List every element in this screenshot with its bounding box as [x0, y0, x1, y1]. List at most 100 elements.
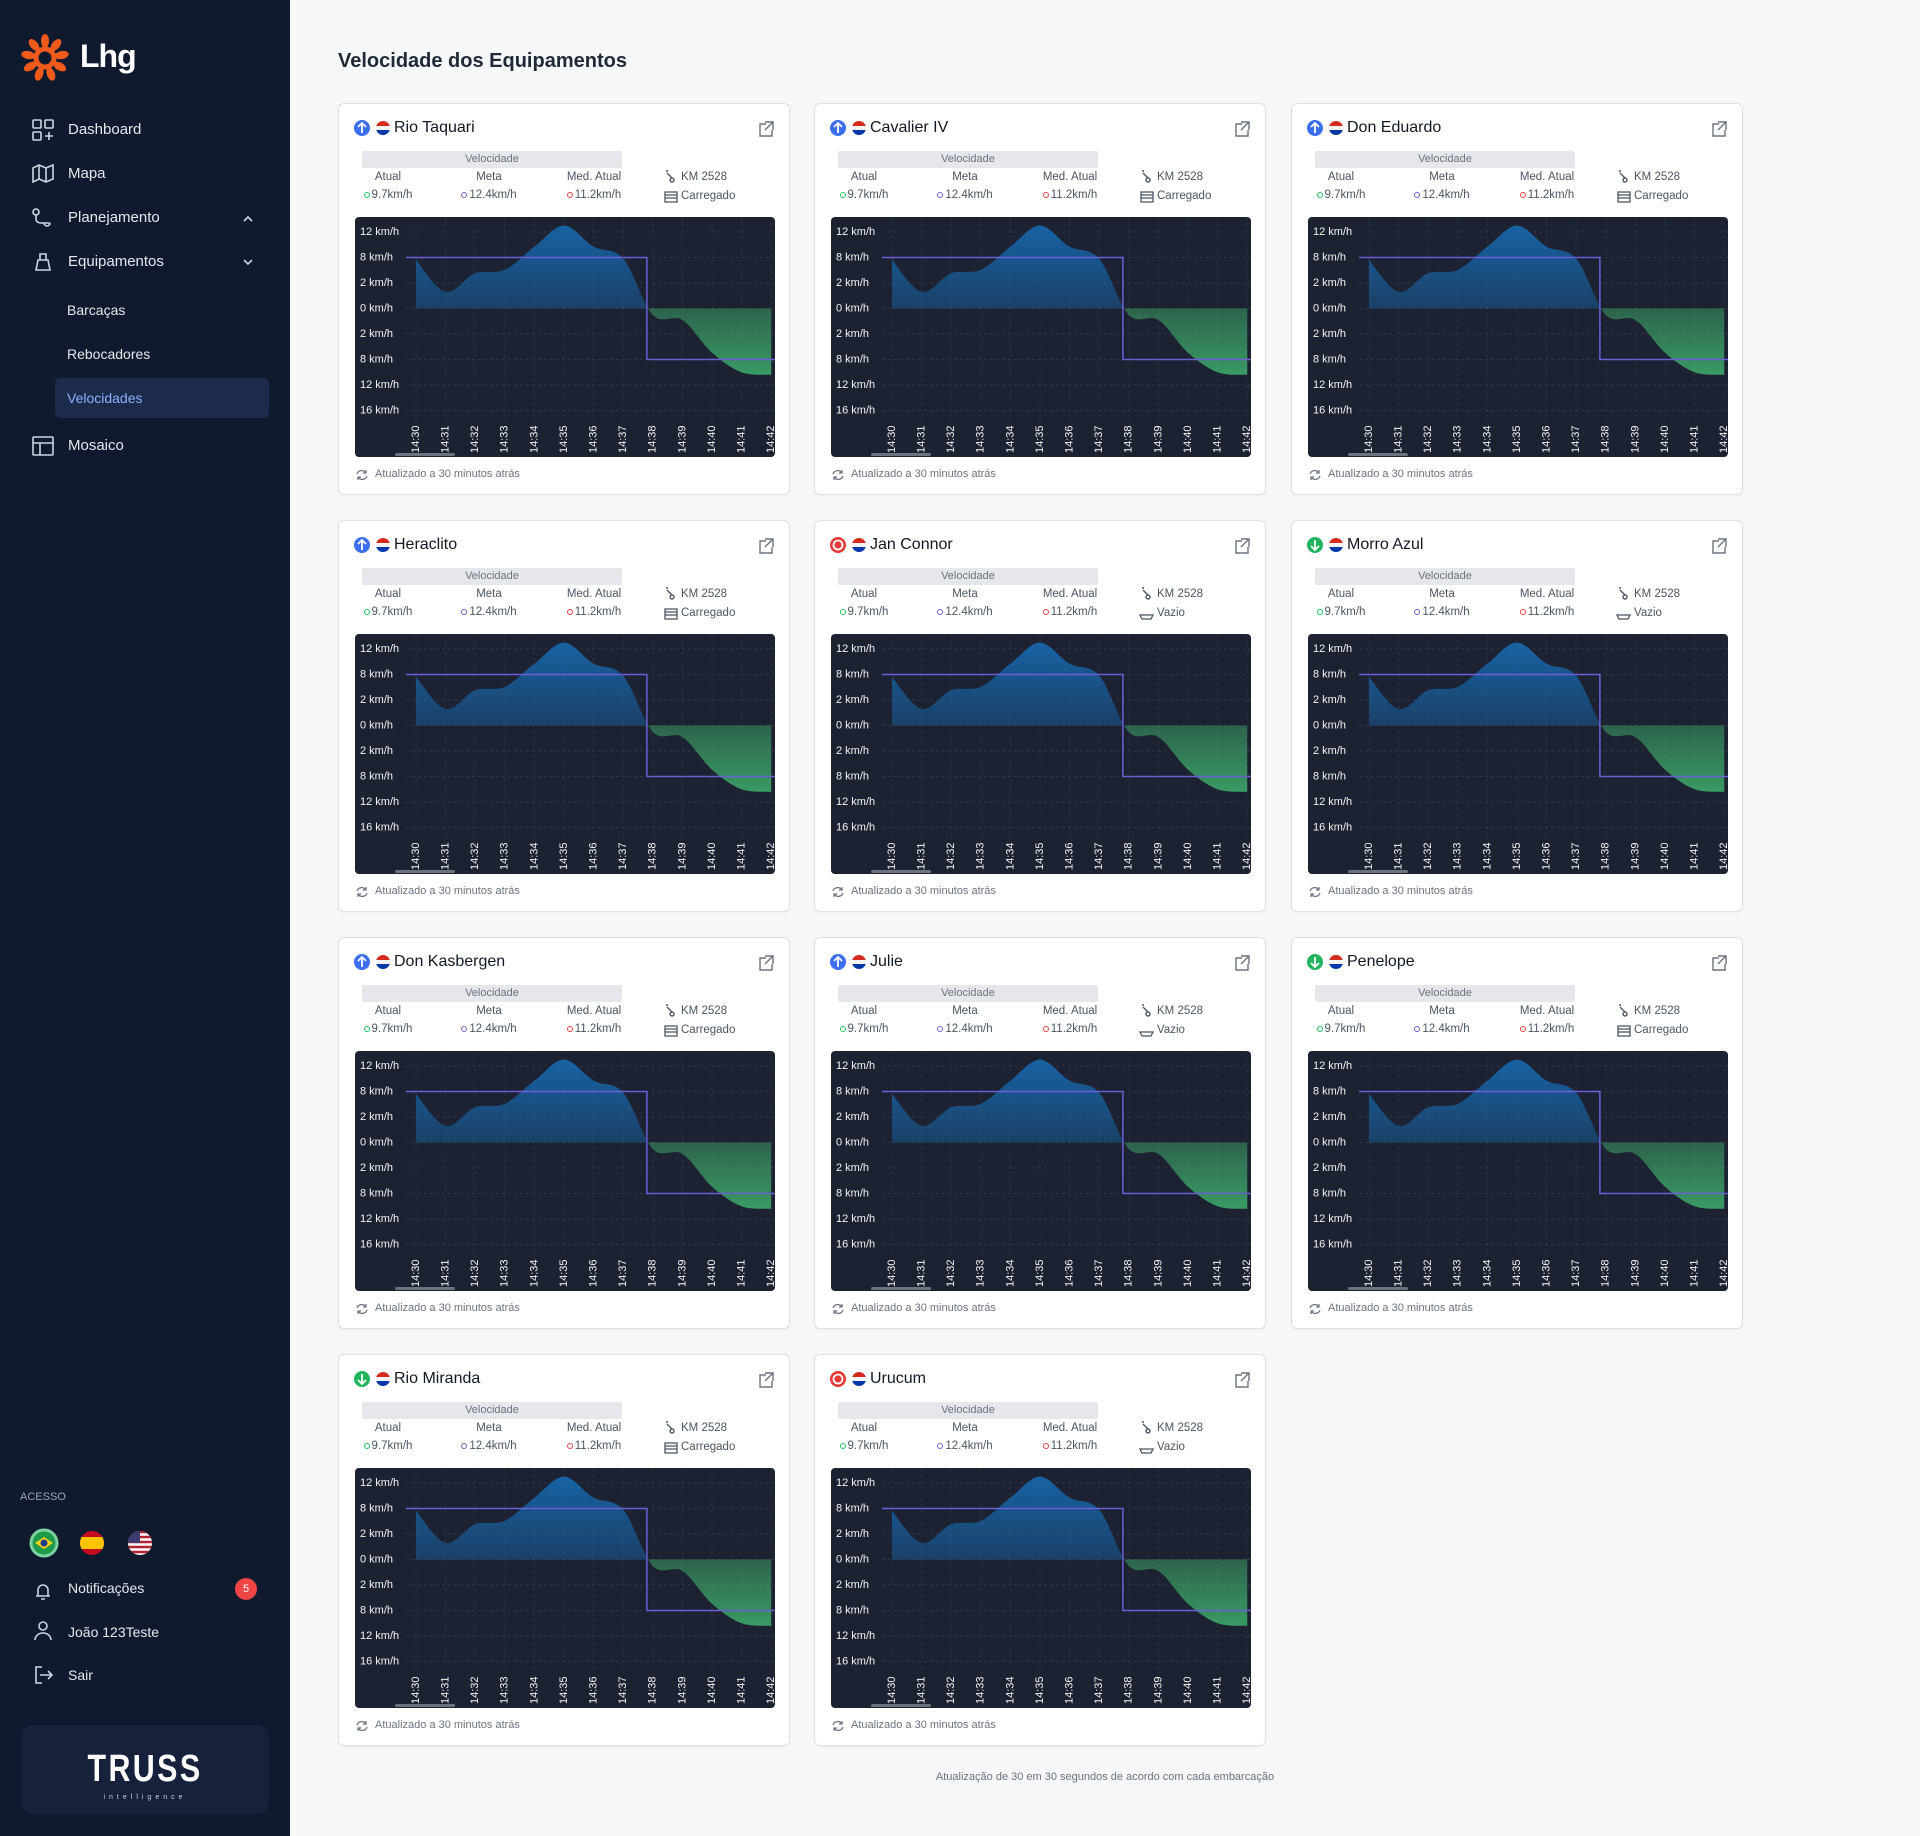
speed-area: [892, 1059, 1248, 1209]
x-tick-label: 14:39: [676, 1676, 688, 1704]
km-icon: [666, 1004, 675, 1017]
user-name[interactable]: João 123Teste: [68, 1624, 160, 1640]
km-text: KM 2528: [1157, 1005, 1204, 1017]
speed-area: [892, 225, 1248, 375]
equipment-name: Rio Miranda: [394, 1370, 481, 1387]
x-tick-label: 14:36: [1541, 842, 1553, 870]
x-tick-label: 14:33: [1452, 425, 1464, 453]
x-tick-label: 14:31: [916, 1259, 928, 1287]
speed-value-text: 9.7km/h: [847, 189, 889, 201]
notifications[interactable]: Notificações: [68, 1580, 145, 1596]
x-tick-label: 14:37: [1570, 842, 1582, 870]
y-tick-label: 12 km/h: [836, 796, 875, 808]
external-link[interactable]: [759, 121, 774, 137]
y-tick-label: 8 km/h: [360, 1085, 393, 1097]
x-tick-label: 14:38: [1123, 1259, 1135, 1287]
submenu-item[interactable]: Velocidades: [67, 390, 143, 406]
y-tick-label: 8 km/h: [836, 1187, 869, 1199]
speed-dot: [937, 609, 944, 615]
x-tick-label: 14:38: [1123, 425, 1135, 453]
menu-item[interactable]: Planejamento: [68, 209, 160, 226]
y-tick-label: 8 km/h: [836, 668, 869, 680]
refresh-path: [832, 1304, 844, 1314]
speed-value: 12.4km/h: [439, 1023, 539, 1035]
refresh-path: [832, 470, 844, 480]
load-icon: [1139, 614, 1155, 620]
speed-column-label: Med. Atual: [1519, 171, 1575, 183]
menu-item[interactable]: Dashboard: [68, 121, 142, 138]
x-tick-label: 14:38: [647, 842, 659, 870]
speed-value: 9.7km/h: [338, 1023, 438, 1035]
x-tick-label: 14:41: [736, 1676, 748, 1704]
speed-column-label: Med. Atual: [1519, 1005, 1575, 1017]
external-link[interactable]: [1712, 538, 1727, 554]
y-tick-label: 16 km/h: [360, 1238, 399, 1250]
speed-column-label: Meta: [1429, 588, 1455, 600]
y-tick-label: 16 km/h: [836, 1238, 875, 1250]
speed-value-text: 12.4km/h: [945, 189, 993, 201]
speed-area: [1369, 642, 1725, 792]
refresh-path: [832, 887, 844, 897]
speed-column-label: Med. Atual: [1042, 588, 1098, 600]
external-link[interactable]: [1235, 121, 1250, 137]
external-link[interactable]: [1712, 955, 1727, 971]
y-tick-label: 2 km/h: [836, 1111, 869, 1123]
logout[interactable]: Sair: [68, 1667, 93, 1683]
card-icons: [1307, 537, 1727, 554]
x-tick-label: 14:31: [916, 425, 928, 453]
x-tick-label: 14:39: [1152, 842, 1164, 870]
updated-text: Atualizado a 30 minutos atrás: [375, 885, 520, 897]
x-tick-label: 14:38: [1600, 842, 1612, 870]
equipment-name: Morro Azul: [1347, 536, 1424, 553]
external-link[interactable]: [759, 538, 774, 554]
x-tick-label: 14:39: [1629, 1259, 1641, 1287]
speed-dot: [1042, 609, 1049, 615]
equipment-card: Urucum Velocidade Atual 9.7km/h Meta 12.4km/h…: [814, 1354, 1266, 1746]
menu-item[interactable]: Mapa: [68, 165, 106, 182]
y-tick-label: 12 km/h: [1313, 1060, 1352, 1072]
notification-badge: 5: [235, 1578, 257, 1600]
speed-value: 9.7km/h: [338, 1440, 438, 1452]
speed-value: 12.4km/h: [1392, 189, 1492, 201]
speed-header: Velocidade: [1315, 151, 1575, 168]
y-tick-label: 16 km/h: [1313, 821, 1352, 833]
x-tick-label: 14:35: [558, 425, 570, 453]
scrollbar: [1348, 870, 1408, 873]
x-tick-label: 14:36: [588, 842, 600, 870]
external-link[interactable]: [759, 955, 774, 971]
flag-blue: [376, 1381, 390, 1386]
x-tick-label: 14:42: [1241, 425, 1251, 453]
scrollbar: [871, 1287, 931, 1290]
scrollbar: [395, 453, 455, 456]
menu-item[interactable]: Equipamentos: [68, 253, 164, 270]
speed-value-text: 12.4km/h: [945, 1440, 993, 1452]
x-tick-label: 14:32: [1422, 425, 1434, 453]
km-text: KM 2528: [681, 171, 728, 183]
updated-text: Atualizado a 30 minutos atrás: [1328, 1302, 1473, 1314]
submenu-item[interactable]: Rebocadores: [67, 346, 151, 362]
external-link[interactable]: [759, 1372, 774, 1388]
x-tick-label: 14:32: [945, 425, 957, 453]
y-tick-label: 0 km/h: [1313, 1136, 1346, 1148]
external-link[interactable]: [1235, 1372, 1250, 1388]
external-link[interactable]: [1712, 121, 1727, 137]
status-icon: [830, 537, 846, 553]
speed-value: 12.4km/h: [439, 606, 539, 618]
speed-chart: 12 km/h 8 km/h 2 km/h 0 km/h 2 km/h 8 km/h 12 …: [1308, 217, 1728, 457]
flag-blue: [1329, 964, 1343, 969]
submenu-item[interactable]: Barcaças: [67, 302, 126, 318]
x-tick-label: 14:40: [706, 842, 718, 870]
speed-dot: [1316, 609, 1323, 615]
equipment-card: Rio Miranda Velocidade Atual 9.7km/h Meta 12.…: [338, 1354, 790, 1746]
external-link[interactable]: [1235, 538, 1250, 554]
load-icon: [1616, 614, 1632, 620]
external-link[interactable]: [1235, 955, 1250, 971]
logo-mark: [20, 34, 70, 82]
speed-column-label: Med. Atual: [566, 1005, 622, 1017]
menu-item[interactable]: Mosaico: [68, 437, 124, 454]
flag-red: [852, 955, 866, 960]
km-text: KM 2528: [1157, 171, 1204, 183]
scrollbar: [395, 870, 455, 873]
y-tick-label: 8 km/h: [836, 1502, 869, 1514]
updated-text: Atualizado a 30 minutos atrás: [851, 885, 996, 897]
